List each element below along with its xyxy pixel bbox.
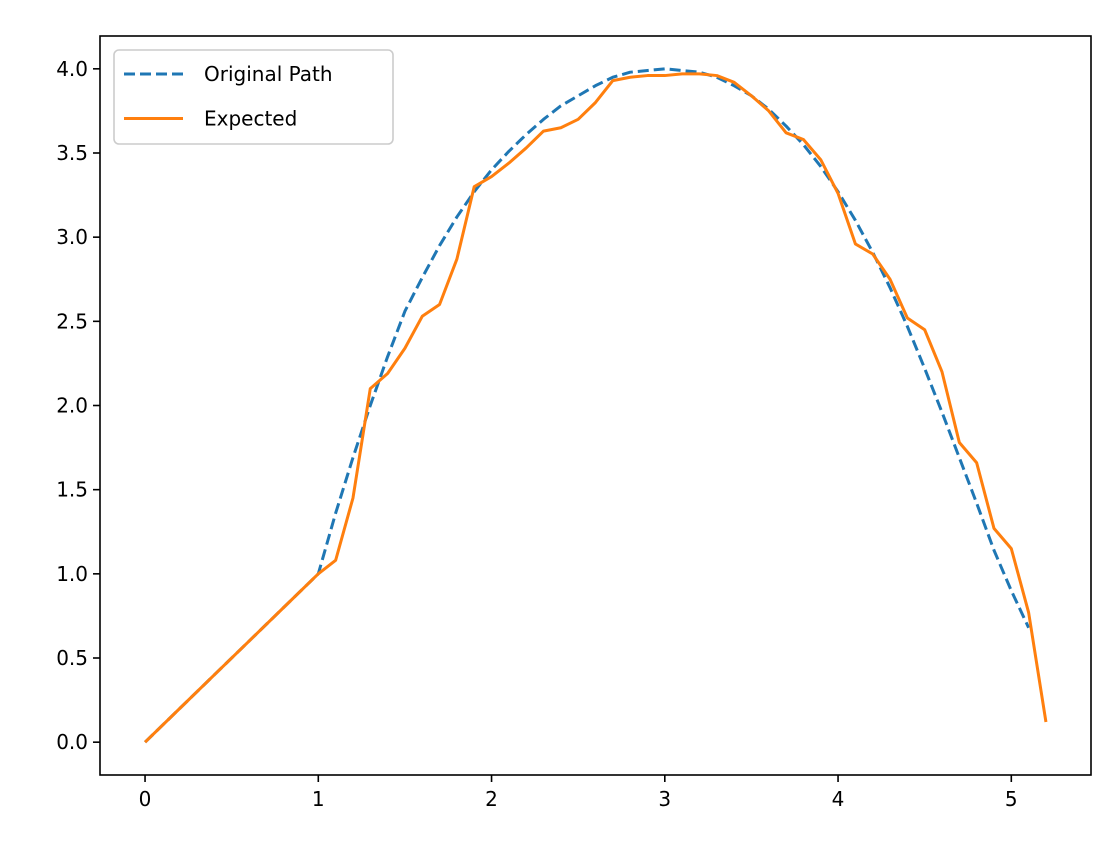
y-axis: 0.0 0.5 1.0 1.5 2.0 2.5 3.0 3.5 4.0 [56, 57, 100, 754]
y-tick-label: 3.0 [56, 225, 88, 249]
y-tick-label: 0.0 [56, 730, 88, 754]
y-tick-label: 3.5 [56, 141, 88, 165]
y-tick-label: 4.0 [56, 57, 88, 81]
x-tick-label: 3 [658, 787, 671, 811]
x-tick-label: 4 [832, 787, 845, 811]
y-tick-label: 1.0 [56, 562, 88, 586]
x-tick-label: 1 [312, 787, 325, 811]
y-tick-label: 0.5 [56, 646, 88, 670]
series-line-original-path [144, 67, 1030, 744]
series-layer [144, 67, 1048, 744]
legend-label: Original Path [204, 62, 333, 86]
legend-box [113, 49, 394, 145]
x-tick-label: 0 [139, 787, 152, 811]
x-tick-label: 5 [1005, 787, 1018, 811]
x-axis: 0 1 2 3 4 5 [139, 775, 1018, 811]
y-tick-label: 2.5 [56, 309, 88, 333]
series-line-expected [144, 72, 1048, 744]
legend: Original Path Expected [113, 49, 394, 145]
x-tick-label: 2 [485, 787, 498, 811]
y-tick-label: 2.0 [56, 394, 88, 418]
legend-label: Expected [204, 107, 297, 131]
y-tick-label: 1.5 [56, 478, 88, 502]
